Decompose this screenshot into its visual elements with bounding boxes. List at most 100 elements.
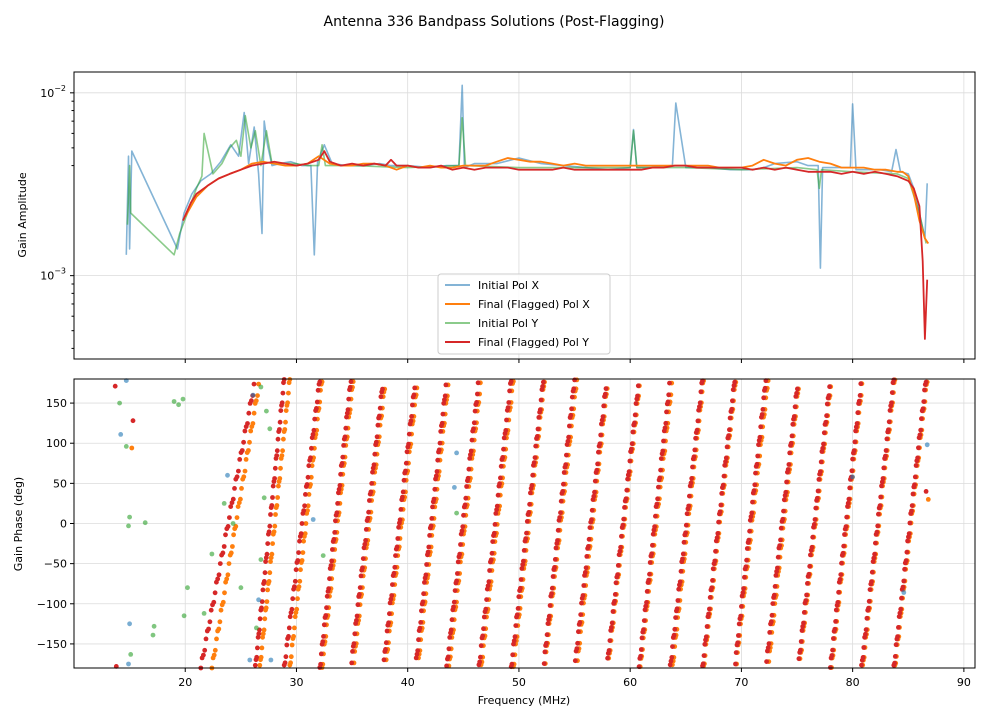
phase-point-final-y — [232, 486, 237, 491]
phase-outlier-initial-y — [171, 399, 177, 404]
phase-point-final-y — [798, 639, 804, 644]
phase-point-final-y — [835, 600, 841, 605]
phase-point-final-y — [501, 446, 506, 452]
phase-point-final-y — [263, 559, 268, 564]
phase-point-final-y — [878, 494, 884, 500]
phase-point-final-y — [690, 464, 695, 470]
phase-point-final-y — [393, 553, 398, 558]
phase-point-final-y — [652, 524, 657, 530]
phase-point-final-y — [778, 537, 783, 543]
phase-point-final-y — [780, 516, 786, 522]
phase-point-final-y — [277, 419, 283, 425]
phase-point-final-y — [220, 550, 226, 556]
phase-point-final-y — [683, 530, 688, 536]
phase-point-final-y — [529, 483, 535, 488]
phase-point-final-y — [837, 577, 843, 582]
phase-outlier-initial-y — [261, 495, 267, 501]
phase-point-final-x — [286, 390, 291, 396]
phase-point-final-y — [515, 606, 521, 611]
phase-point-final-y — [663, 420, 669, 426]
phase-point-final-y — [826, 393, 832, 399]
phase-point-final-y — [459, 528, 465, 534]
phase-point-final-y — [277, 427, 282, 432]
phase-point-final-y — [256, 631, 262, 637]
phase-point-final-y — [544, 632, 550, 638]
phase-point-final-y — [335, 501, 340, 506]
phase-point-final-y — [827, 384, 832, 390]
phase-point-final-y — [494, 503, 500, 509]
phase-point-final-y — [750, 499, 755, 505]
phase-point-final-y — [266, 529, 272, 535]
phase-point-final-y — [504, 417, 509, 423]
phase-point-final-x — [305, 503, 311, 509]
phase-point-final-y — [464, 484, 469, 489]
phase-point-final-y — [498, 475, 503, 481]
phase-point-final-y — [311, 427, 317, 433]
phase-outlier-initial-y — [209, 551, 215, 557]
phase-point-final-y — [421, 591, 426, 597]
phase-point-final-y — [798, 647, 803, 653]
phase-point-final-y — [646, 577, 652, 583]
phase-point-final-y — [516, 594, 522, 600]
phase-outlier-initial-x — [126, 661, 131, 667]
phase-point-final-y — [760, 407, 766, 412]
phase-point-final-y — [766, 641, 772, 646]
phase-outlier-initial-x — [225, 472, 230, 478]
phase-point-final-y — [840, 550, 846, 556]
phase-point-final-x — [298, 567, 303, 573]
phase-point-final-y — [818, 469, 823, 474]
phase-point-final-y — [345, 407, 351, 413]
phase-point-final-y — [387, 600, 393, 606]
phase-point-final-y — [373, 439, 379, 445]
phase-point-final-y — [632, 420, 637, 426]
phase-point-final-y — [357, 585, 363, 590]
phase-point-final-y — [338, 471, 343, 477]
phase-point-final-y — [824, 401, 830, 407]
phase-point-final-y — [581, 583, 587, 588]
phase-point-final-y — [697, 400, 703, 406]
phase-point-final-x — [214, 636, 219, 642]
phase-point-final-y — [390, 582, 395, 587]
phase-point-final-y — [417, 625, 423, 631]
phase-point-final-x — [238, 496, 243, 502]
phase-point-final-y — [849, 468, 855, 474]
phase-point-final-y — [315, 387, 321, 393]
phase-point-final-y — [718, 502, 724, 508]
phase-point-final-y — [586, 544, 591, 549]
phase-point-final-y — [493, 511, 499, 516]
phase-point-final-y — [471, 426, 476, 432]
phase-point-final-y — [451, 604, 456, 610]
phase-point-final-y — [747, 517, 753, 523]
phase-point-final-y — [609, 620, 615, 626]
phase-point-final-y — [411, 392, 417, 398]
phase-point-final-y — [272, 476, 277, 481]
phase-point-final-y — [433, 473, 439, 479]
phase-point-final-y — [727, 415, 733, 421]
phase-point-final-y — [721, 473, 727, 479]
phase-point-final-y — [875, 523, 881, 529]
phase-point-final-y — [813, 505, 819, 511]
phase-point-final-y — [591, 493, 597, 499]
phase-point-final-y — [622, 505, 627, 510]
phase-point-final-y — [792, 404, 798, 410]
phase-point-final-y — [736, 621, 742, 627]
frequency-xlabel: Frequency (MHz) — [478, 694, 570, 707]
phase-point-final-x — [226, 561, 232, 566]
phase-point-final-y — [887, 408, 893, 413]
phase-point-final-y — [883, 453, 888, 459]
phase-point-final-y — [753, 470, 758, 476]
phase-point-final-y — [420, 599, 426, 605]
phase-point-final-y — [455, 571, 460, 576]
phase-point-final-y — [378, 394, 384, 400]
phase-point-final-y — [389, 593, 395, 598]
phase-point-final-y — [330, 547, 335, 552]
phase-point-final-y — [719, 491, 725, 496]
phase-point-final-y — [758, 424, 764, 430]
phase-point-final-y — [626, 469, 632, 475]
phase-point-final-y — [897, 610, 903, 616]
phase-point-final-y — [336, 486, 342, 492]
phase-point-final-y — [272, 465, 278, 471]
phase-outlier-final-y — [130, 418, 136, 424]
phase-point-final-y — [455, 559, 461, 565]
phase-point-final-y — [383, 640, 389, 646]
